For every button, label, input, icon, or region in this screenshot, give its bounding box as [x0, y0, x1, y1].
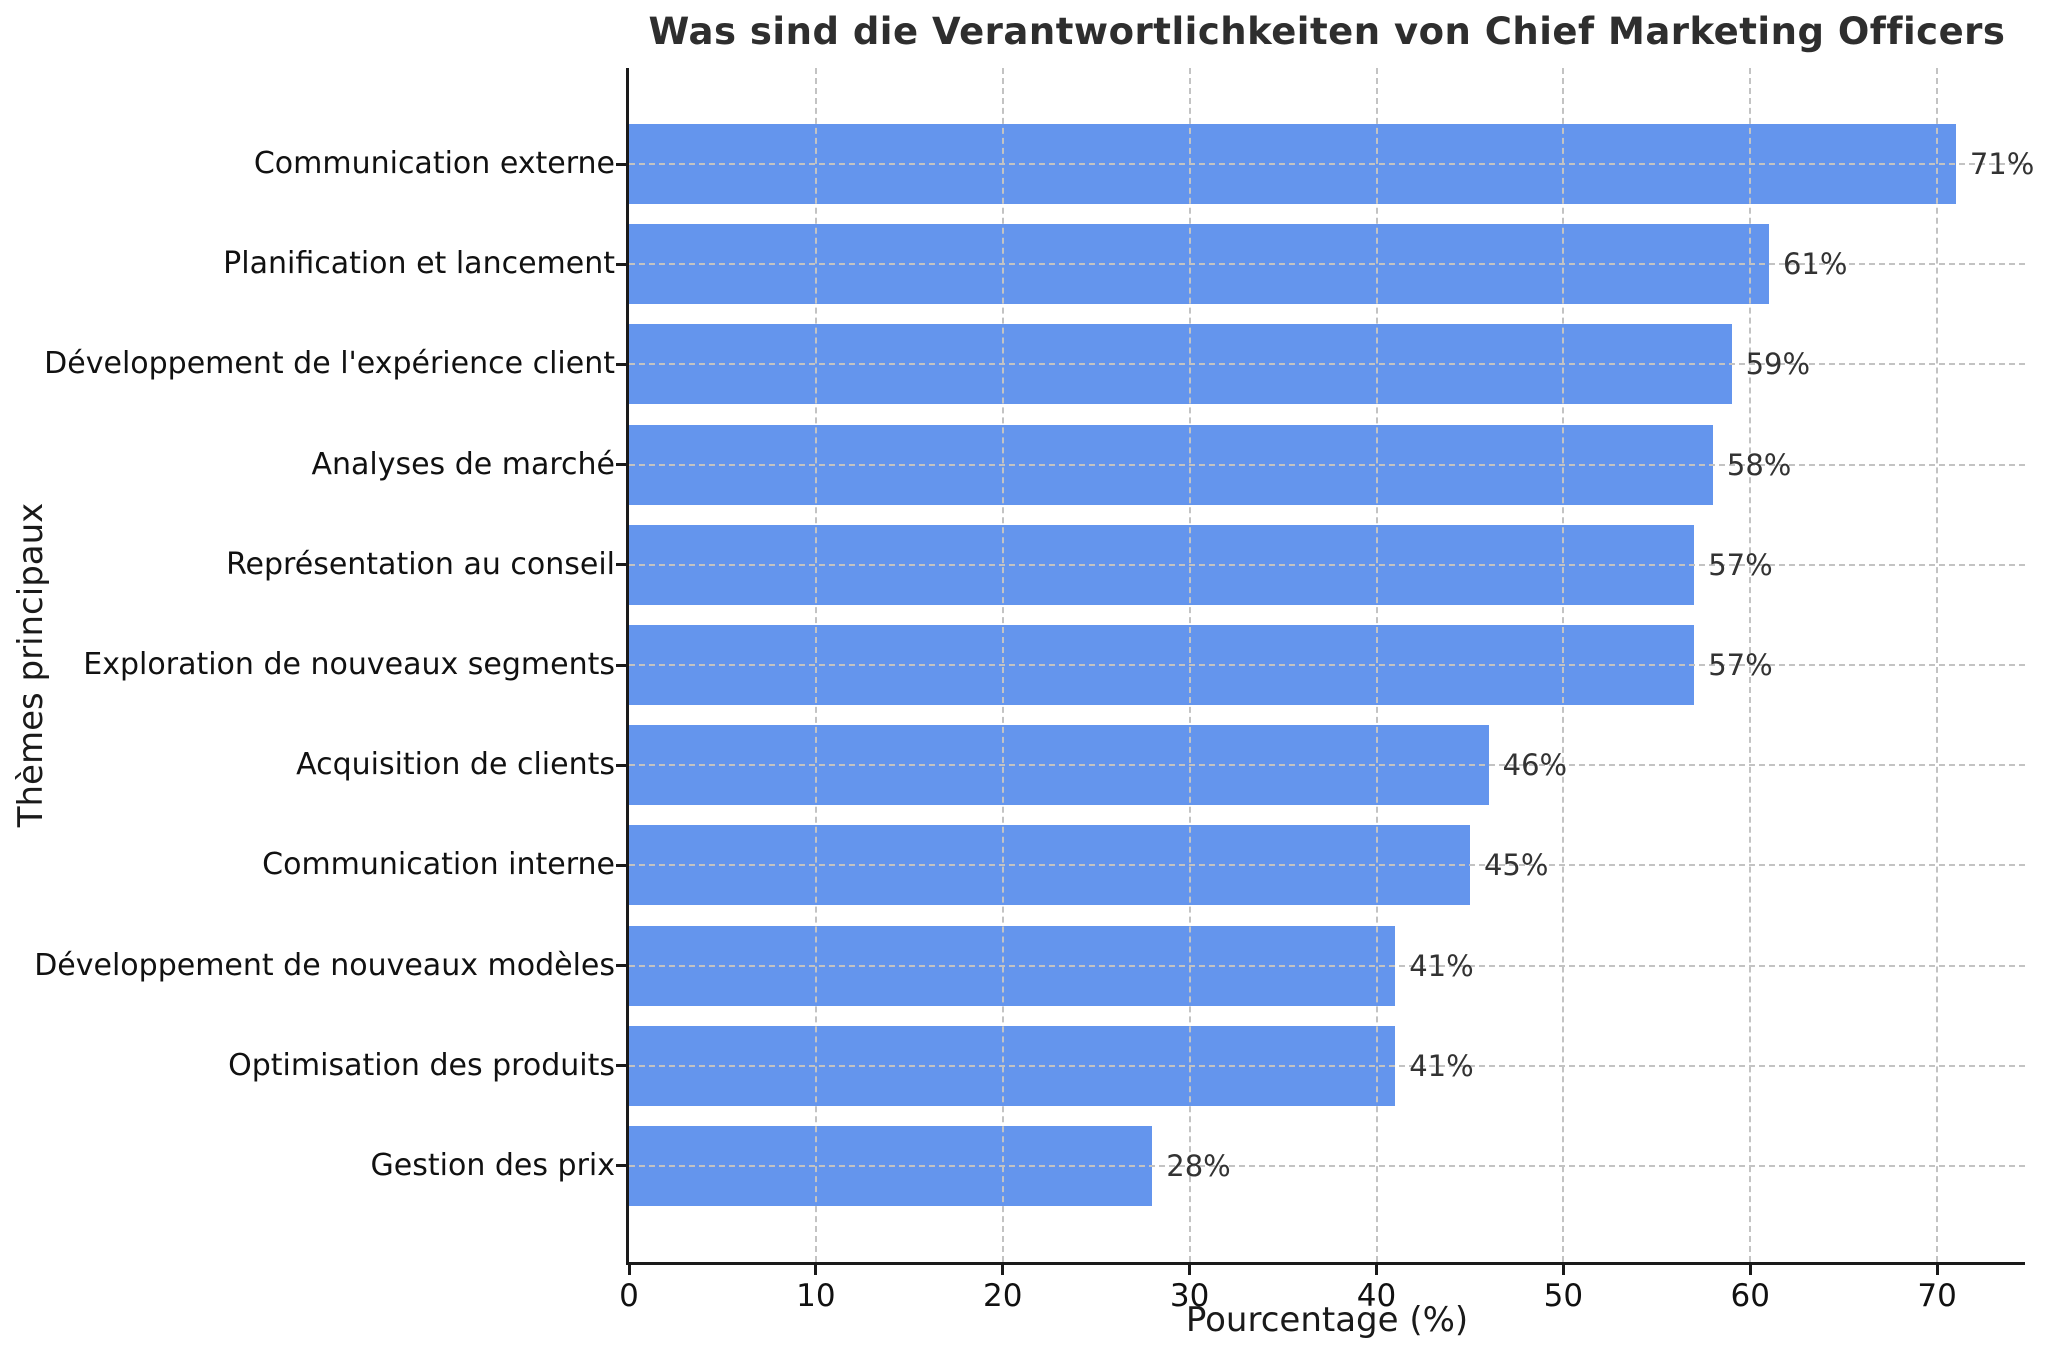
y-gridline [629, 363, 2025, 366]
bar-value-label: 41% [1409, 1048, 1474, 1083]
y-tick-mark [616, 1164, 626, 1168]
bar-value-label: 28% [1166, 1148, 1231, 1183]
y-gridline [629, 263, 2025, 266]
bar-value-label: 71% [1969, 147, 2035, 182]
y-axis-title: Thèmes principaux [11, 502, 51, 828]
y-tick-label: Exploration de nouveaux segments [83, 647, 615, 682]
chart-title: Was sind die Verantwortlichkeiten von Ch… [648, 10, 2006, 53]
y-tick-label: Analyses de marché [311, 446, 615, 482]
y-tick-mark [616, 663, 626, 667]
x-tick-mark [1188, 1265, 1192, 1275]
y-tick-mark [616, 162, 626, 166]
bar-value-label: 45% [1483, 848, 1549, 883]
y-gridline [629, 964, 2025, 967]
bar-value-label: 61% [1782, 247, 1848, 282]
y-tick-label: Gestion des prix [370, 1147, 615, 1183]
y-tick-label: Optimisation des produits [228, 1047, 615, 1083]
x-tick-label: 50 [1543, 1278, 1584, 1314]
y-gridline [629, 563, 2025, 566]
y-gridline [629, 764, 2025, 767]
x-tick-label: 30 [1169, 1278, 1210, 1314]
y-tick-mark [616, 964, 626, 968]
x-tick-label: 60 [1730, 1278, 1770, 1314]
bar-value-label: 41% [1409, 948, 1474, 983]
y-gridline [629, 664, 2025, 666]
y-gridline [629, 463, 2025, 466]
x-tick-mark [1375, 1265, 1379, 1275]
y-tick-mark [616, 463, 626, 467]
x-tick-label: 40 [1356, 1278, 1397, 1314]
x-tick-mark [627, 1265, 631, 1275]
y-gridline [629, 1064, 2025, 1067]
x-axis-line [626, 1262, 2025, 1265]
y-tick-label: Communication externe [253, 146, 615, 182]
y-tick-label: Développement de nouveaux modèles [34, 947, 615, 983]
y-tick-label: Acquisition de clients [296, 747, 615, 783]
y-gridline [629, 163, 2025, 166]
y-gridline [629, 1164, 2025, 1167]
bar-value-label: 46% [1502, 748, 1568, 783]
y-gridline [629, 864, 2025, 867]
x-tick-mark [1561, 1265, 1565, 1275]
y-tick-mark [616, 863, 626, 867]
x-tick-label: 70 [1917, 1278, 1957, 1314]
x-tick-mark [1935, 1265, 1939, 1275]
x-tick-mark [1001, 1265, 1005, 1275]
x-axis-title: Pourcentage (%) [1185, 1300, 1469, 1340]
bar-value-label: 57% [1708, 547, 1773, 582]
y-tick-mark [616, 763, 626, 767]
x-tick-mark [1748, 1265, 1752, 1275]
y-tick-mark [616, 1064, 626, 1068]
y-tick-mark [616, 262, 626, 266]
plot-area: 0 10 20 30 40 50 60 70 Communication externe 71% P… [34, 68, 2034, 1314]
y-tick-label: Planification et lancement [223, 246, 615, 282]
x-tick-label: 0 [619, 1278, 639, 1314]
y-tick-label: Représentation au conseil [226, 546, 615, 582]
y-axis-line [626, 68, 629, 1265]
x-tick-label: 20 [983, 1278, 1023, 1314]
bar-value-label: 58% [1726, 447, 1792, 482]
bar-value-label: 57% [1708, 648, 1773, 682]
y-tick-mark [616, 563, 626, 567]
x-tick-mark [814, 1265, 818, 1275]
x-tick-label: 10 [796, 1278, 836, 1314]
y-tick-label: Communication interne [262, 847, 615, 883]
bar-value-label: 59% [1745, 347, 1811, 382]
y-tick-mark [616, 362, 626, 366]
y-tick-label: Développement de l'expérience client [44, 346, 615, 382]
